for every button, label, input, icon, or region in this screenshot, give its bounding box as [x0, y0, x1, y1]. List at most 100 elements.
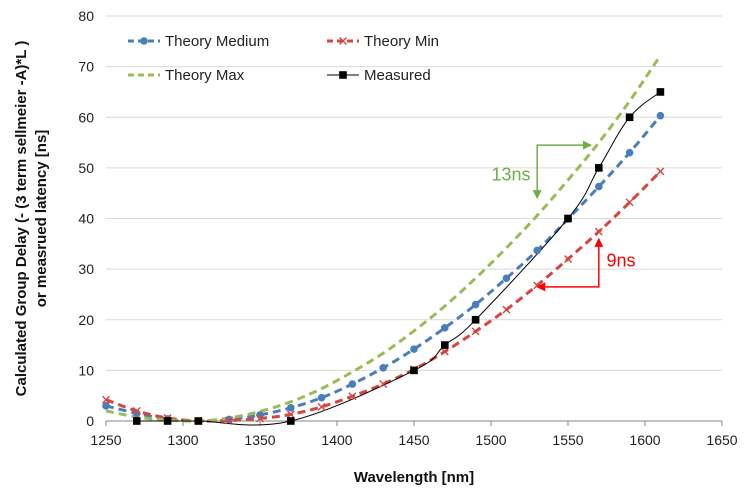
series-line-3: [136, 91, 661, 426]
marker-stroke: [502, 305, 511, 314]
point-marker: [625, 198, 634, 207]
point-marker: [256, 414, 264, 423]
point-marker: [656, 167, 665, 176]
x-tick-label: 1400: [321, 432, 352, 448]
y-tick-label: 50: [78, 160, 94, 176]
y-tick-label: 20: [78, 312, 94, 328]
x-tick-label: 1450: [398, 432, 429, 448]
x-axis-title: Wavelength [nm]: [354, 469, 474, 486]
point-marker: [287, 417, 295, 425]
point-marker: [225, 416, 234, 425]
y-tick-label: 40: [78, 211, 94, 227]
legend-swatch-marker: [140, 37, 148, 45]
legend: Theory Medium Theory Min Theory Max Measure…: [128, 33, 439, 84]
point-marker: [102, 402, 110, 410]
y-tick-label: 0: [86, 413, 94, 429]
point-marker: [379, 380, 388, 389]
point-marker: [287, 404, 295, 412]
x-tick-label: 1300: [167, 432, 198, 448]
point-marker: [133, 417, 141, 425]
x-tick-label: 1600: [629, 432, 660, 448]
legend-entry: Measured: [327, 67, 431, 84]
y-axis-title-line-2: or measrued latency [ns]: [33, 130, 50, 308]
y-tick-label: 80: [78, 8, 94, 24]
marker-stroke: [348, 392, 357, 401]
axis-labels: 1250 1300 1350 1400 1450 1500 1550 1600 1650 0 10 2…: [13, 8, 738, 486]
x-tick-label: 1250: [90, 432, 121, 448]
point-marker: [102, 395, 110, 404]
point-marker: [502, 305, 511, 314]
legend-label: Measured: [364, 67, 431, 84]
legend-entry: Theory Medium: [128, 33, 269, 50]
marker-stroke: [440, 347, 449, 356]
point-marker: [317, 402, 326, 411]
annotation-label: 9ns: [607, 251, 636, 271]
marker-stroke: [132, 406, 141, 415]
point-marker: [194, 417, 203, 425]
legend-label: Theory Max: [165, 67, 245, 84]
marker-stroke: [379, 380, 388, 389]
legend-label: Theory Medium: [165, 33, 269, 50]
series-line-0: [105, 114, 662, 423]
point-marker: [225, 415, 233, 424]
point-marker: [379, 364, 388, 372]
point-marker: [441, 341, 449, 349]
x-tick-label: 1350: [244, 432, 275, 448]
marker-stroke: [317, 402, 326, 411]
point-marker: [440, 347, 449, 356]
point-marker: [595, 164, 603, 172]
point-marker: [533, 246, 541, 255]
legend-entry: Theory Max: [128, 67, 245, 84]
point-marker: [471, 300, 480, 309]
marker-stroke: [625, 198, 634, 207]
x-tick-label: 1650: [706, 432, 737, 448]
x-tick-label: 1550: [552, 432, 583, 448]
point-marker: [317, 393, 326, 402]
marker-stroke: [471, 327, 480, 336]
point-marker: [471, 327, 480, 336]
marker-stroke: [286, 410, 295, 419]
annotation-arrow: [532, 140, 592, 200]
gridlines: [106, 15, 722, 371]
point-marker: [625, 148, 634, 157]
y-axis-title-line-1: Calculated Group Delay (- (3 term sellme…: [13, 41, 30, 397]
y-tick-label: 30: [78, 261, 94, 277]
marker-stroke: [656, 167, 665, 176]
y-tick-label: 70: [78, 59, 94, 75]
point-marker: [471, 315, 480, 324]
point-marker: [286, 410, 295, 419]
point-marker: [502, 274, 511, 283]
legend-swatch-marker: [339, 71, 347, 79]
point-marker: [625, 113, 634, 122]
point-marker: [410, 345, 418, 353]
point-marker: [133, 409, 141, 418]
annotation-arrow: [536, 237, 604, 292]
legend-swatch-marker: [339, 37, 347, 45]
point-marker: [595, 182, 603, 191]
point-marker: [594, 227, 603, 236]
series-markers: [102, 88, 665, 425]
marker-stroke: [102, 395, 110, 404]
marker-stroke: [225, 416, 234, 425]
y-tick-label: 60: [78, 109, 94, 125]
point-marker: [163, 417, 172, 425]
point-marker: [656, 111, 665, 120]
point-marker: [564, 214, 572, 223]
y-tick-label: 10: [78, 362, 94, 378]
annotation-label: 13ns: [491, 165, 530, 185]
point-marker: [132, 406, 141, 415]
x-tick-label: 1500: [475, 432, 506, 448]
point-marker: [410, 366, 418, 375]
marker-stroke: [594, 227, 603, 236]
marker-stroke: [256, 414, 264, 423]
legend-entry: Theory Min: [327, 33, 439, 50]
annotations: 13ns 9ns: [491, 140, 636, 292]
legend-label: Theory Min: [364, 33, 439, 50]
point-marker: [348, 392, 357, 401]
point-marker: [656, 88, 665, 96]
point-marker: [348, 380, 357, 388]
point-marker: [564, 255, 572, 263]
point-marker: [441, 324, 449, 332]
point-marker: [533, 281, 542, 290]
